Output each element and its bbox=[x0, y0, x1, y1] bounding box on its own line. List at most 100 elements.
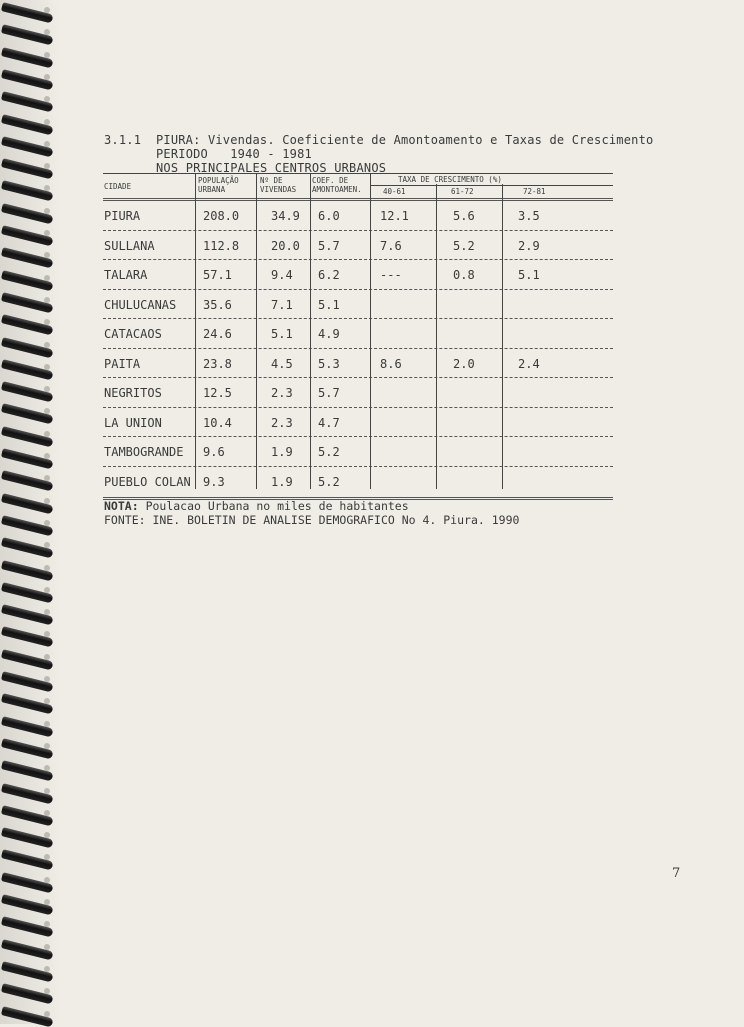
table-row: TAMBOGRANDE 9.6 1.9 5.2 bbox=[103, 437, 613, 467]
cell-t3: 3.5 bbox=[518, 209, 540, 223]
period: PERIODO 1940 - 1981 bbox=[156, 147, 312, 161]
spiral-coil bbox=[0, 314, 54, 336]
binding-hole bbox=[44, 408, 50, 415]
spiral-coil bbox=[0, 46, 54, 69]
spiral-coil bbox=[0, 760, 54, 782]
cell-cidade: CATACAOS bbox=[104, 327, 162, 341]
spiral-coil bbox=[0, 738, 54, 760]
spiral-coil bbox=[0, 358, 54, 381]
cell-t3: 5.1 bbox=[518, 268, 540, 282]
binding-hole bbox=[44, 899, 50, 905]
spiral-coil bbox=[0, 113, 54, 135]
cell-coef: 5.3 bbox=[318, 356, 340, 371]
cell-t1: 7.6 bbox=[380, 238, 402, 253]
table-row: LA UNION 10.4 2.3 4.7 bbox=[103, 408, 613, 437]
cell-cidade: PAITA bbox=[104, 356, 141, 371]
binding-hole bbox=[44, 988, 50, 995]
cell-pop: 35.6 bbox=[203, 297, 232, 312]
cell-viv: 5.1 bbox=[271, 327, 293, 341]
binding-hole bbox=[44, 586, 50, 593]
header-period-1: 40-61 bbox=[383, 187, 406, 196]
cell-viv: 1.9 bbox=[271, 445, 293, 459]
binding-hole bbox=[44, 51, 50, 58]
spiral-coil bbox=[0, 91, 54, 113]
spiral-coil bbox=[0, 158, 54, 180]
binding-hole bbox=[44, 631, 50, 638]
binding-hole bbox=[44, 163, 50, 170]
cell-cidade: PIURA bbox=[104, 209, 141, 223]
spiral-coil bbox=[0, 648, 54, 671]
spiral-coil bbox=[0, 180, 54, 202]
cell-coef: 4.9 bbox=[318, 327, 340, 341]
cell-pop: 24.6 bbox=[203, 327, 232, 341]
cell-t2: 5.6 bbox=[453, 209, 475, 223]
cell-coef: 6.0 bbox=[318, 209, 340, 223]
spiral-coil bbox=[0, 559, 54, 581]
binding-hole bbox=[44, 765, 50, 772]
spiral-coil bbox=[0, 715, 54, 738]
spiral-coil bbox=[0, 269, 54, 292]
spiral-coil bbox=[0, 381, 54, 403]
binding-hole bbox=[44, 386, 50, 393]
cell-pop: 112.8 bbox=[203, 238, 240, 253]
cell-t3: 2.9 bbox=[518, 238, 540, 253]
spiral-coil bbox=[0, 448, 54, 470]
cell-viv: 4.5 bbox=[271, 356, 293, 371]
spiral-coil bbox=[0, 202, 54, 225]
table-row: CATACAOS 24.6 5.1 4.9 bbox=[103, 319, 613, 349]
column-divider bbox=[436, 184, 437, 489]
cell-pop: 57.1 bbox=[203, 268, 232, 282]
cell-cidade: PUEBLO COLAN bbox=[104, 474, 191, 489]
heading: 3.1.1 PIURA: Vivendas. Coeficiente de Am… bbox=[104, 133, 653, 147]
binding-hole bbox=[44, 854, 50, 861]
table-row: CHULUCANAS 35.6 7.1 5.1 bbox=[103, 290, 613, 319]
cell-pop: 9.6 bbox=[203, 445, 225, 459]
cell-pop: 9.3 bbox=[203, 474, 225, 489]
cell-coef: 5.2 bbox=[318, 474, 340, 489]
header-period-3: 72-81 bbox=[523, 187, 546, 196]
column-divider bbox=[370, 173, 371, 489]
data-table: CIDADE POPULAÇÃO URBANA Nº DE VIVENDAS COE… bbox=[103, 173, 613, 500]
cell-viv: 34.9 bbox=[271, 209, 300, 223]
binding-hole bbox=[44, 943, 50, 950]
spiral-coil bbox=[0, 604, 54, 626]
table-row: PIURA 208.0 34.9 6.0 12.1 5.6 3.5 bbox=[103, 201, 613, 231]
spiral-coil bbox=[0, 961, 54, 983]
spiral-coil bbox=[0, 247, 54, 269]
table-row: TALARA 57.1 9.4 6.2 --- 0.8 5.1 bbox=[103, 260, 613, 290]
cell-coef: 4.7 bbox=[318, 415, 340, 430]
cell-pop: 12.5 bbox=[203, 386, 232, 400]
spiral-coil bbox=[0, 225, 54, 247]
heading-text: PIURA: Vivendas. Coeficiente de Amontoam… bbox=[155, 133, 654, 147]
binding-hole bbox=[44, 7, 50, 13]
note-text: Poulacao Urbana no miles de habitantes bbox=[145, 499, 409, 513]
table-row: NEGRITOS 12.5 2.3 5.7 bbox=[103, 378, 613, 408]
header-cidade: CIDADE bbox=[104, 182, 132, 191]
spiral-coil bbox=[0, 425, 54, 448]
binding-hole bbox=[44, 542, 50, 549]
binding-hole bbox=[44, 1010, 50, 1017]
binding-hole bbox=[44, 230, 50, 236]
cell-cidade: CHULUCANAS bbox=[104, 297, 177, 312]
spiral-coil bbox=[0, 403, 54, 425]
header-period-2: 61-72 bbox=[451, 187, 474, 196]
spiral-coil bbox=[0, 581, 54, 604]
binding-hole bbox=[44, 676, 50, 682]
spiral-coil bbox=[0, 782, 54, 804]
table-row: PAITA 23.8 4.5 5.3 8.6 2.0 2.4 bbox=[103, 349, 613, 378]
cell-viv: 2.3 bbox=[271, 386, 293, 400]
binding-hole bbox=[44, 430, 50, 437]
cell-viv: 1.9 bbox=[271, 474, 293, 489]
page-number: 7 bbox=[672, 866, 681, 881]
cell-t2: 5.2 bbox=[453, 238, 475, 253]
binding-hole bbox=[44, 809, 50, 816]
header-coef: COEF. DE AMONTOAMEN. bbox=[312, 176, 362, 194]
binding-hole bbox=[44, 96, 50, 103]
binding-hole bbox=[44, 876, 50, 883]
table-row: PUEBLO COLAN 9.3 1.9 5.2 bbox=[103, 467, 613, 496]
header-populacao: POPULAÇÃO URBANA bbox=[198, 176, 239, 194]
cell-viv: 7.1 bbox=[271, 297, 293, 312]
binding-hole bbox=[44, 965, 50, 972]
cell-t3: 2.4 bbox=[518, 356, 540, 371]
source: FONTE: INE. BOLETIN DE ANALISE DEMOGRAFI… bbox=[104, 513, 520, 527]
